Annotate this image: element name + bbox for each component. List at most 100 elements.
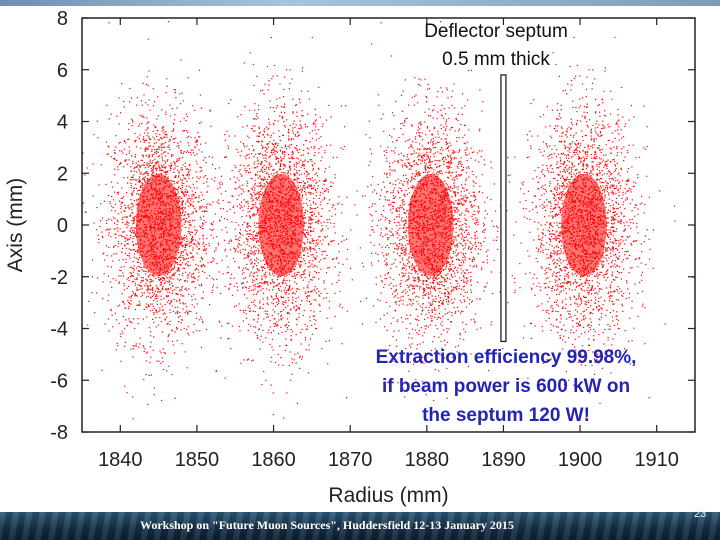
particle-point <box>292 243 294 245</box>
particle-point <box>283 256 285 258</box>
particle-point <box>137 318 139 320</box>
particle-point <box>202 234 204 236</box>
particle-point <box>305 246 307 248</box>
particle-point <box>296 181 298 183</box>
particle-point <box>213 258 215 260</box>
particle-point <box>148 238 150 240</box>
particle-point <box>150 225 152 227</box>
particle-point <box>286 257 288 259</box>
particle-point <box>266 230 268 232</box>
particle-point <box>295 219 297 221</box>
particle-point <box>160 252 162 254</box>
particle-point <box>257 248 259 250</box>
particle-point <box>330 181 332 183</box>
particle-point <box>229 201 231 203</box>
particle-point <box>361 323 364 325</box>
particle-point <box>205 175 207 177</box>
particle-point <box>153 227 156 229</box>
particle-point <box>132 356 134 358</box>
particle-point <box>154 235 156 237</box>
particle-point <box>212 289 214 291</box>
particle-point <box>135 345 137 347</box>
particle-point <box>278 300 280 302</box>
particle-point <box>143 263 145 265</box>
particle-point <box>159 216 161 218</box>
particle-point <box>130 203 132 205</box>
particle-point <box>267 264 269 266</box>
particle-point <box>297 219 299 221</box>
particle-point <box>259 170 261 173</box>
particle-point <box>332 240 334 242</box>
particle-point <box>123 266 125 268</box>
particle-point <box>172 129 174 131</box>
particle-point <box>308 242 311 244</box>
particle-point <box>273 122 275 124</box>
particle-point <box>199 208 201 210</box>
particle-point <box>164 134 166 136</box>
particle-point <box>294 173 296 175</box>
particle-point <box>346 238 348 240</box>
particle-point <box>256 210 258 212</box>
particle-point <box>266 282 268 284</box>
particle-point <box>152 166 154 168</box>
particle-point <box>199 166 201 168</box>
particle-point <box>145 229 147 231</box>
particle-point <box>152 288 154 290</box>
particle-point <box>311 238 313 240</box>
particle-point <box>178 147 180 149</box>
particle-point <box>291 237 293 239</box>
particle-point <box>286 253 288 255</box>
particle-point <box>180 252 182 254</box>
particle-point <box>151 174 153 176</box>
particle-point <box>132 238 134 240</box>
particle-point <box>273 330 275 332</box>
particle-point <box>293 173 295 175</box>
particle-point <box>132 418 134 420</box>
particle-point <box>160 283 162 286</box>
particle-point <box>258 185 260 187</box>
particle-point <box>295 147 297 149</box>
particle-point <box>304 229 306 231</box>
particle-point <box>287 236 289 238</box>
particle-point <box>192 212 194 214</box>
particle-point <box>276 321 278 323</box>
particle-point <box>153 313 155 315</box>
particle-point <box>182 308 184 310</box>
particle-point <box>237 116 239 118</box>
particle-point <box>108 232 110 234</box>
particle-point <box>289 214 291 216</box>
particle-point <box>271 216 273 218</box>
particle-point <box>254 259 256 261</box>
particle-point <box>199 206 201 208</box>
particle-point <box>186 130 188 132</box>
particle-point <box>248 304 250 307</box>
particle-point <box>270 206 272 209</box>
particle-point <box>135 162 137 164</box>
particle-point <box>340 147 342 149</box>
particle-point <box>259 203 261 205</box>
particle-point <box>300 182 302 184</box>
particle-point <box>252 275 254 277</box>
particle-point <box>190 241 192 243</box>
particle-point <box>239 330 241 332</box>
particle-point <box>256 192 258 194</box>
particle-point <box>211 292 213 294</box>
particle-point <box>309 227 311 229</box>
particle-point <box>177 182 179 184</box>
particle-point <box>167 170 169 172</box>
particle-point <box>287 172 289 174</box>
particle-point <box>159 207 161 210</box>
particle-point <box>170 278 172 280</box>
particle-point <box>134 141 136 143</box>
particle-point <box>244 156 246 158</box>
particle-point <box>156 118 158 120</box>
particle-point <box>275 323 277 325</box>
particle-point <box>310 185 312 187</box>
particle-point <box>256 291 259 293</box>
particle-point <box>154 101 156 103</box>
particle-point <box>176 107 178 109</box>
particle-point <box>296 135 298 138</box>
particle-point <box>309 265 311 267</box>
particle-point <box>294 275 296 277</box>
particle-point <box>248 153 250 155</box>
